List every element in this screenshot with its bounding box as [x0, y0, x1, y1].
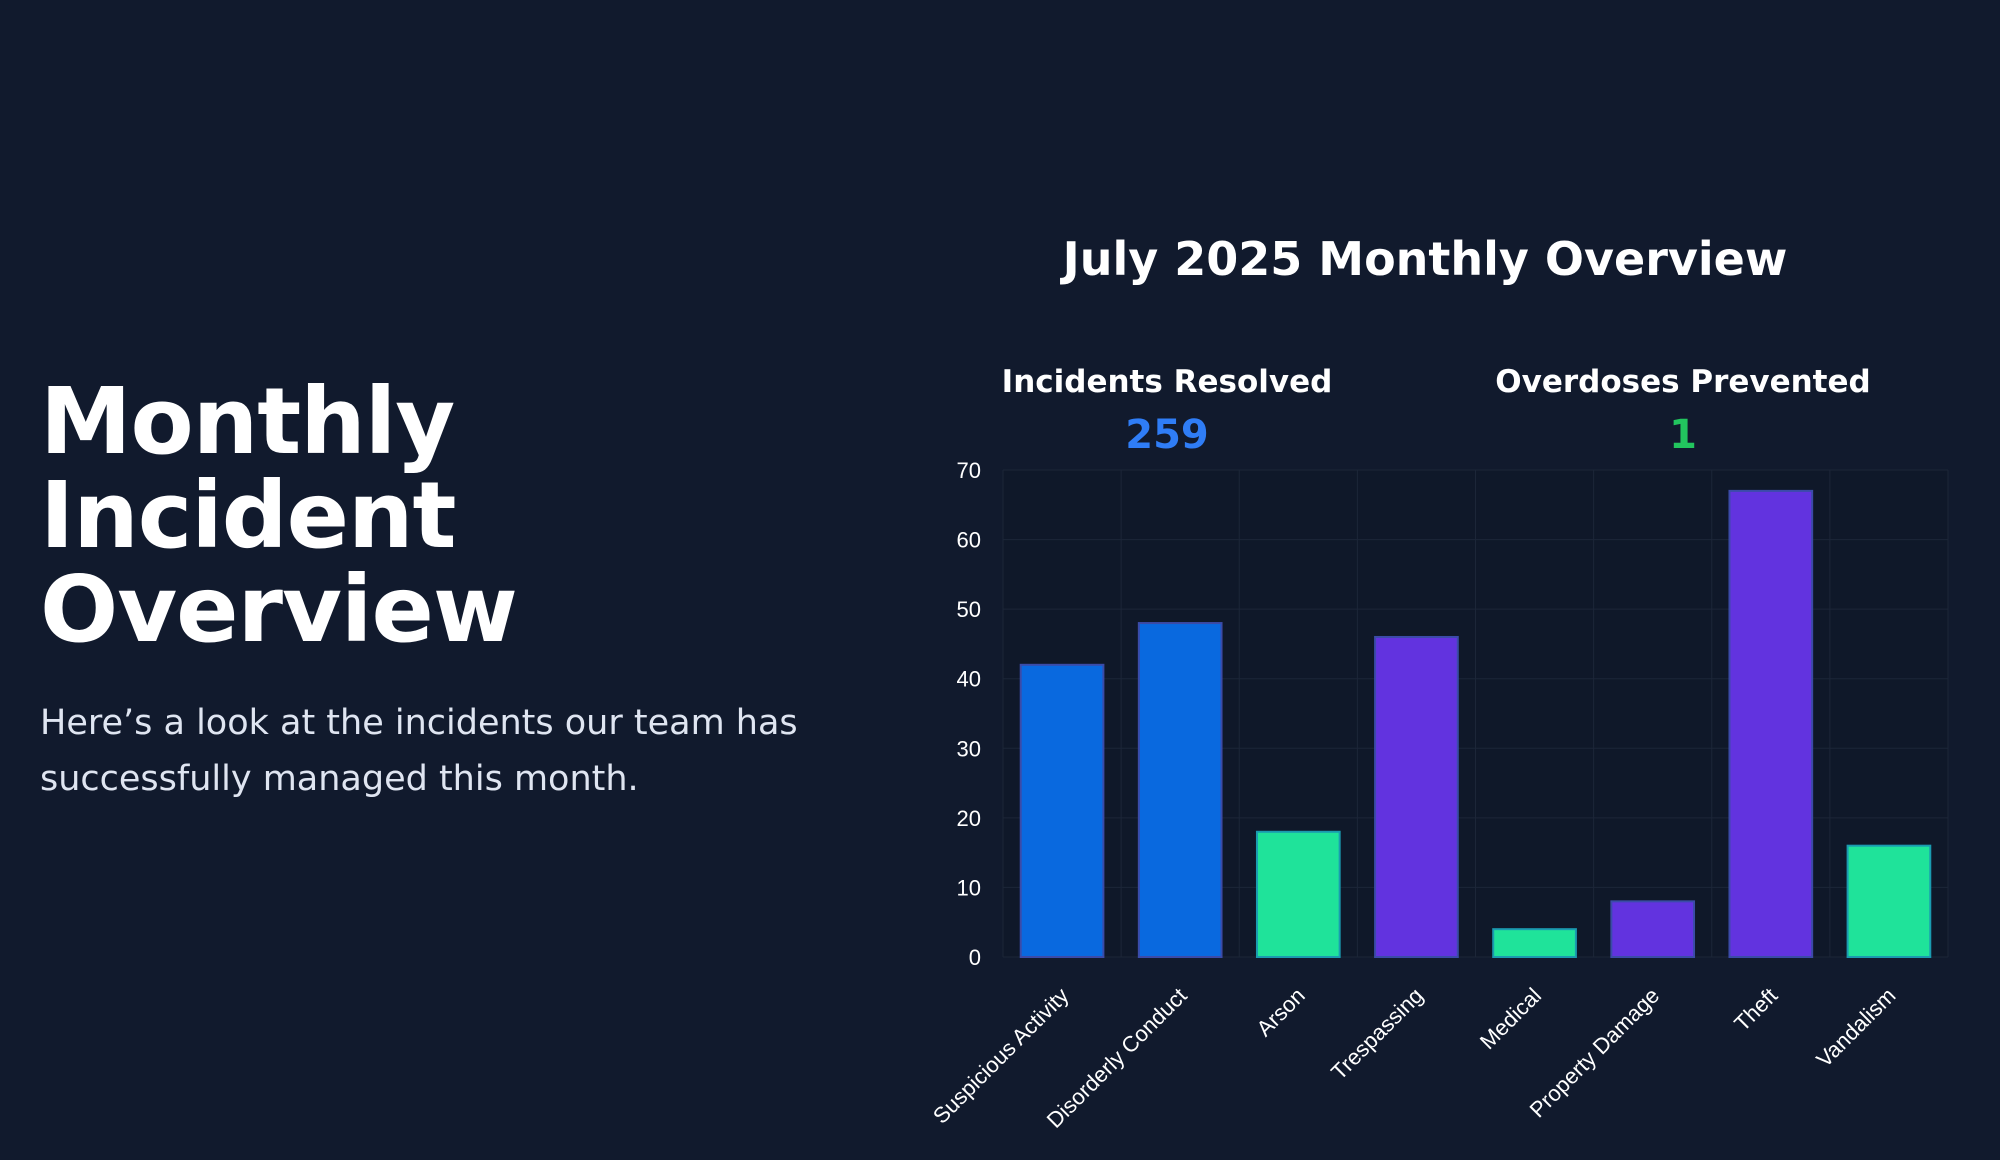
y-tick-label: 70	[957, 458, 981, 483]
stat-label: Incidents Resolved	[1001, 364, 1333, 400]
y-tick-label: 60	[957, 528, 981, 553]
y-tick-label: 50	[957, 597, 981, 622]
bar	[1255, 830, 1341, 958]
y-tick-label: 20	[957, 806, 981, 831]
page-title: Monthly Incident Overview	[40, 375, 840, 657]
page-subtitle: Here’s a look at the incidents our team …	[40, 703, 798, 799]
page-title-line: Incident	[40, 462, 457, 569]
bar	[1846, 844, 1932, 958]
x-tick-label: Property Damage	[1525, 983, 1665, 1123]
stat-label: Overdoses Prevented	[1495, 364, 1871, 400]
bar	[1610, 900, 1696, 959]
x-tick-label: Theft	[1729, 983, 1782, 1036]
x-tick-label: Arson	[1252, 983, 1310, 1041]
stat-value: 1	[1669, 412, 1697, 458]
y-tick-label: 30	[957, 736, 981, 761]
y-tick-label: 0	[969, 945, 981, 970]
stat-overdoses-prevented: Overdoses Prevented 1	[1463, 364, 1903, 458]
bar	[1374, 635, 1459, 958]
stat-value: 259	[1125, 412, 1209, 458]
y-tick-label: 10	[957, 875, 981, 900]
stat-incidents-resolved: Incidents Resolved 259	[947, 364, 1387, 458]
overview-title: July 2025 Monthly Overview	[1062, 232, 1788, 286]
x-tick-label: Medical	[1475, 983, 1546, 1054]
intro-panel: Monthly Incident Overview Here’s a look …	[40, 375, 840, 807]
x-tick-label: Vandalism	[1811, 983, 1900, 1072]
y-tick-label: 40	[957, 667, 981, 692]
page-title-line: Monthly	[40, 368, 455, 475]
bar	[1728, 489, 1814, 958]
bar	[1137, 622, 1223, 959]
x-tick-label: Trespassing	[1326, 983, 1428, 1085]
page-title-line: Overview	[40, 556, 518, 663]
bar	[1492, 928, 1577, 958]
bar	[1019, 663, 1105, 959]
